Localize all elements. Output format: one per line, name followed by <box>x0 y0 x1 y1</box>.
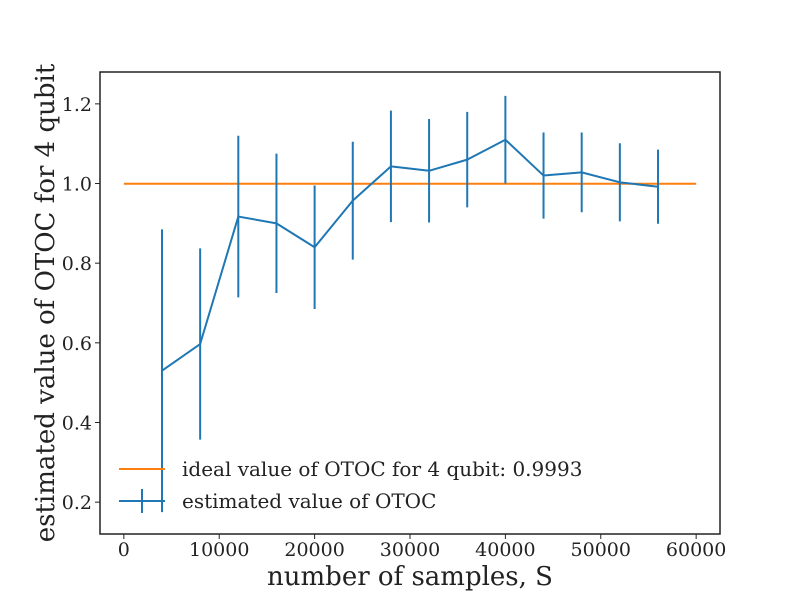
x-axis-label: number of samples, S <box>267 562 553 592</box>
x-tick-label: 10000 <box>189 539 249 561</box>
x-tick-label: 30000 <box>380 539 440 561</box>
y-tick-label: 1.0 <box>62 174 92 196</box>
estimated-value-line <box>161 138 659 372</box>
x-tick-label: 0 <box>118 539 130 561</box>
tick-layer: 0 10000 20000 30000 40000 50000 60000 0.2 0.4 0.6… <box>62 94 727 561</box>
x-tick-label: 20000 <box>284 539 344 561</box>
y-tick-label: 1.2 <box>62 94 92 116</box>
legend: ideal value of OTOC for 4 qubit: 0.9993 … <box>119 457 582 513</box>
x-tick-label: 40000 <box>475 539 535 561</box>
plot-frame <box>99 71 721 535</box>
legend-ideal-label: ideal value of OTOC for 4 qubit: 0.9993 <box>182 457 582 481</box>
legend-estimated-label: estimated value of OTOC <box>182 489 436 513</box>
x-tick-label: 50000 <box>571 539 631 561</box>
y-tick-label: 0.6 <box>62 333 92 355</box>
y-tick-label: 0.4 <box>62 412 92 434</box>
y-axis-label: estimated value of OTOC for 4 qubit <box>31 63 61 542</box>
plot-layer <box>123 95 697 513</box>
x-tick-label: 60000 <box>666 539 726 561</box>
y-tick-label: 0.2 <box>62 492 92 514</box>
y-tick-label: 0.8 <box>62 253 92 275</box>
